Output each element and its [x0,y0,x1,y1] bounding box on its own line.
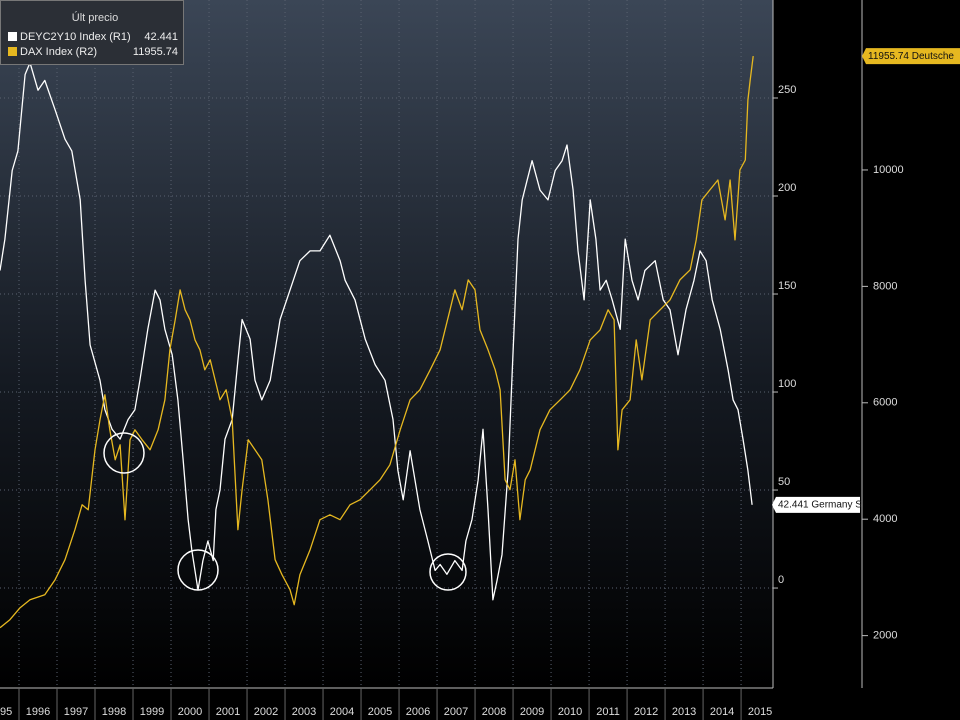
legend-swatch [8,47,17,56]
y2-tick-label: 10000 [873,164,904,176]
tag-box [862,48,960,65]
y2-tick-label: 4000 [873,513,897,525]
x-tick-label: 1997 [64,706,88,718]
y2-tick-label: 6000 [873,397,897,409]
legend-label: DEYC2Y10 Index (R1) [20,31,131,43]
series-line [0,62,753,601]
x-tick-label: 2012 [634,706,658,718]
legend-value: 42.441 [144,31,178,43]
legend-box [0,0,184,65]
x-tick-label: 1999 [140,706,164,718]
circle [177,549,219,591]
x-tick-label: 2011 [596,706,620,718]
legend-swatch [8,32,17,41]
x-tick-label: 2004 [330,706,354,718]
plot-area [0,0,773,688]
tag-label: 42.441 Germany S [778,499,862,510]
y-tick-label: 200 [778,182,796,194]
circle [103,432,145,474]
y-tick-label: 150 [778,280,796,292]
y2-tick-label: 2000 [873,630,897,642]
tag-box [772,496,860,513]
tags: 42.441 Germany S 11955.74 Deutsche [772,48,960,513]
y2-tick-label: 8000 [873,280,897,292]
y-tick-label: 0 [778,574,784,586]
legend-title: Últ precio [72,11,118,24]
legend-items: DEYC2Y10 Index (R1) 42.441 DAX Index (R2) 1… [8,31,178,58]
x-tick-label: 2010 [558,706,582,718]
x-tick-label: 2006 [406,706,430,718]
x-tick-label: 2003 [292,706,316,718]
circle [429,553,467,591]
x-tick-label: 2015 [748,706,772,718]
lines [0,56,754,629]
y-tick-label: 100 [778,378,796,390]
x-tick-label: 2008 [482,706,506,718]
x-tick-label: 2013 [672,706,696,718]
x-tick-label: 2001 [216,706,240,718]
x-tick-label: 2005 [368,706,392,718]
legend: Últ precio [0,0,184,65]
tag-label: 11955.74 Deutsche [868,51,954,62]
x-tick-label: 2002 [254,706,278,718]
x-tick-label: 1995 [0,706,12,718]
x-tick-label: 2009 [520,706,544,718]
legend-value: 11955.74 [133,46,178,58]
x-tick-label: 1996 [26,706,50,718]
x-tick-label: 2007 [444,706,468,718]
x-tick-label: 1998 [102,706,126,718]
y-tick-label: 250 [778,84,796,96]
legend-label: DAX Index (R2) [20,46,97,58]
series-line [0,56,754,629]
y-tick-label: 50 [778,476,790,488]
axes: 1995199619971998199920002001200220032004… [0,84,904,720]
annotation-circles [103,432,467,591]
x-tick-label: 2000 [178,706,202,718]
x-tick-label: 2014 [710,706,734,718]
